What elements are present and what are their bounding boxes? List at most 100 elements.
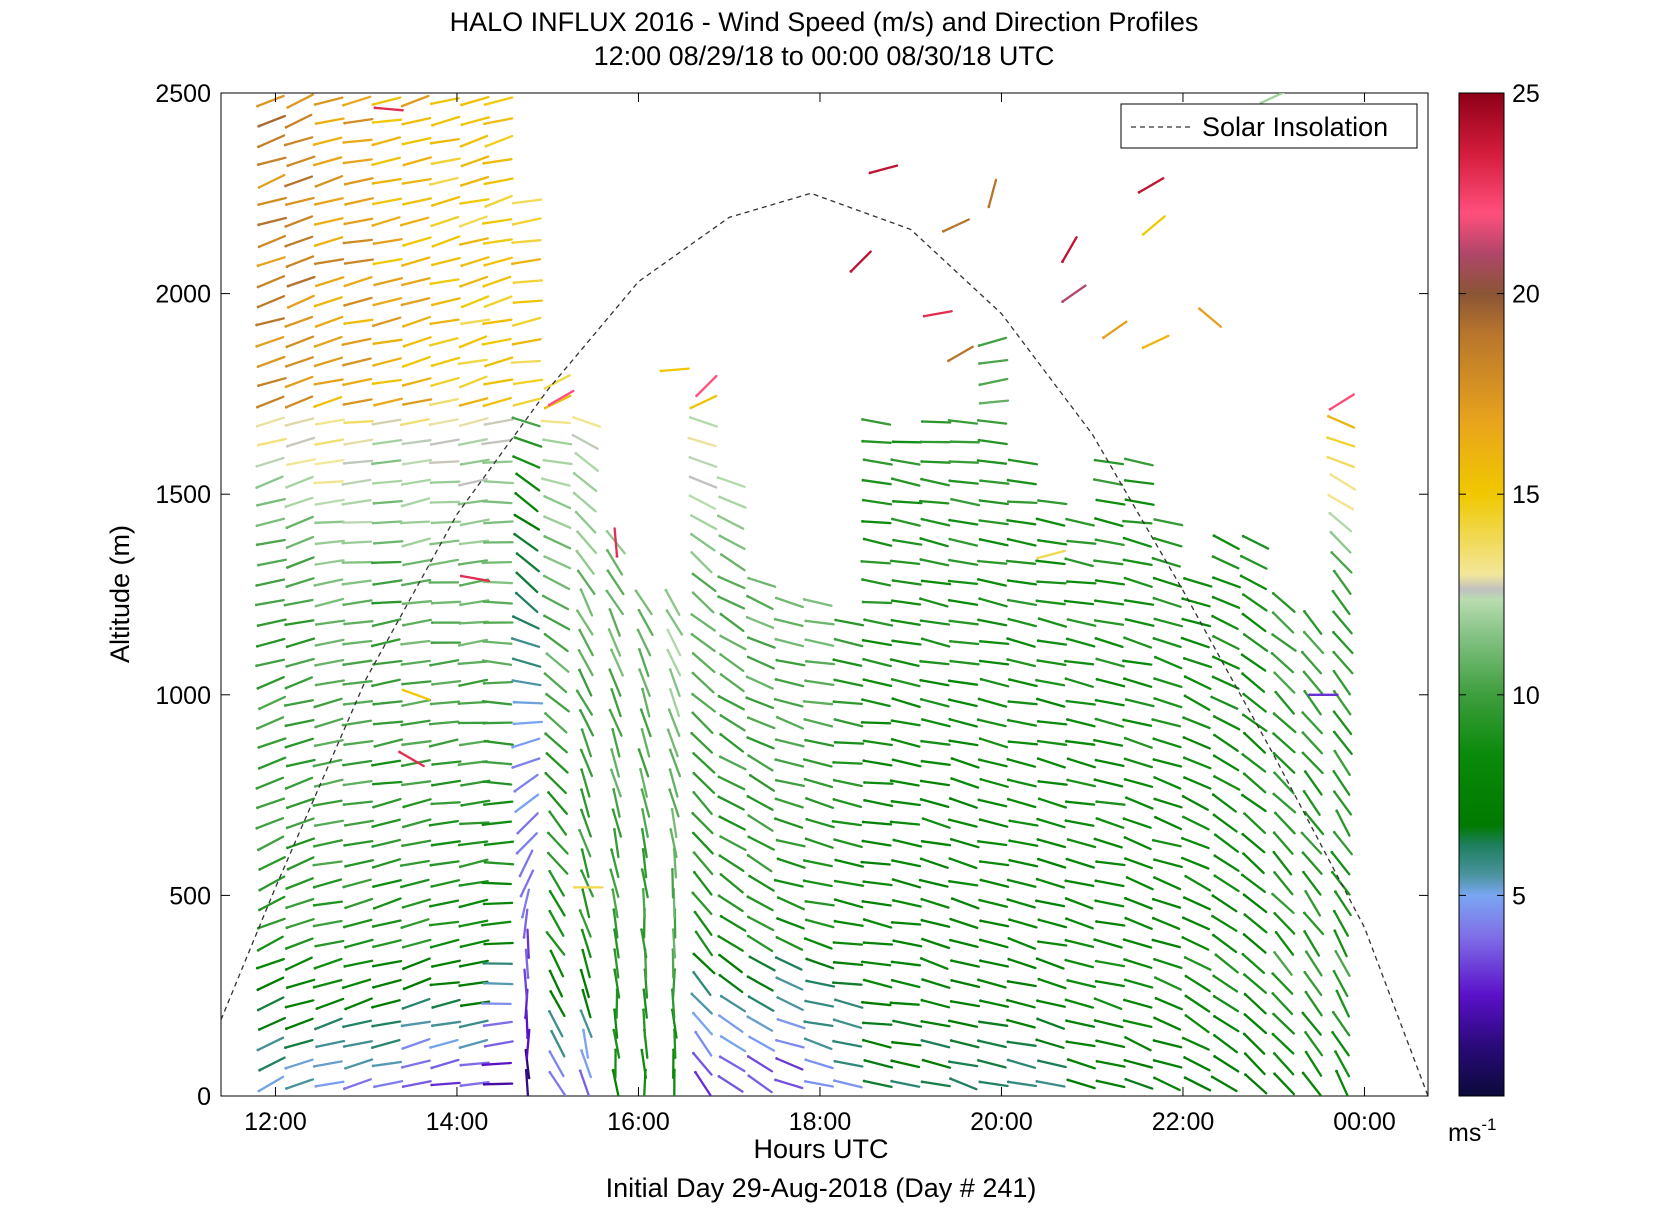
wind-barb-head [284,704,287,707]
wind-barb-head [401,683,404,686]
wind-barb-head [341,542,344,545]
wind-barb-head [342,663,345,666]
wind-barb-head [1064,879,1067,882]
wind-barb-head [747,716,750,719]
wind-barb-head [402,1085,405,1088]
wind-barb-head [892,878,895,881]
wind-barb-head [429,664,432,667]
wind-barb-head [1065,939,1068,942]
wind-barb-head [255,324,258,327]
wind-barb-head [1302,752,1305,755]
wind-barb-head [256,727,259,730]
wind-barb-head [1153,518,1156,521]
wind-barb-head [257,949,260,952]
wind-barb-head [343,462,346,465]
wind-barb-head [458,362,461,365]
wind-barb-head [513,301,516,304]
wind-barb-head [690,407,693,410]
wind-barb-head [774,1079,777,1082]
wind-barb-head [576,530,579,533]
wind-barb-head [689,456,692,459]
wind-barb-head [720,553,723,556]
wind-barb-head [1124,836,1127,839]
wind-barb-head [401,443,404,446]
wind-barb-head [402,384,405,387]
wind-barb-head [690,732,693,735]
wind-barb-head [371,561,374,564]
wind-barb-head [429,1046,432,1049]
wind-barb-head [1037,1059,1040,1062]
wind-barb-head [482,561,485,564]
wind-barb-head [431,304,434,307]
wind-barb-head [1037,639,1040,642]
wind-barb-head [373,404,376,407]
colorbar-tick-label: 10 [1512,682,1540,710]
wind-barb-head [1008,678,1011,681]
wind-barb-scattered-head [573,886,576,889]
wind-barb-head [1008,937,1011,940]
wind-barb-head [1242,714,1245,717]
wind-barb-head [863,799,866,802]
wind-barb-head [1183,577,1186,580]
wind-barb-head [861,418,864,421]
wind-barb-head [286,445,289,448]
wind-barb-head [862,658,865,661]
wind-barb-head [977,560,980,563]
wind-barb-head [1213,754,1216,757]
wind-barb-head [1037,940,1040,943]
wind-barb-head [543,575,546,578]
wind-barb-head [1123,938,1126,941]
wind-barb-head [343,403,346,406]
wind-barb-head [1327,415,1330,418]
wind-barb-scattered-head [1142,346,1145,349]
wind-barb-head [642,848,645,851]
wind-barb-head [921,718,924,721]
wind-barb-head [257,286,260,289]
wind-barb-head [460,1004,463,1007]
wind-barb-head [458,722,461,725]
wind-barb-head [862,499,865,502]
wind-barb-head [314,785,317,788]
wind-barb-head [862,880,865,883]
wind-barb-head [891,961,894,964]
y-tick-label: 1000 [155,682,211,710]
wind-barb-head [1006,560,1009,563]
wind-barb-head [400,224,403,227]
wind-barb-head [610,848,613,851]
wind-barb-head [1213,734,1216,737]
wind-barb-head [718,496,721,499]
wind-barb-head [285,906,288,909]
wind-barb-head [804,1058,807,1061]
wind-barb-head [606,549,609,552]
wind-barb-head [371,845,374,848]
wind-barb [345,421,373,423]
wind-barb-head [1275,931,1278,934]
wind-barb-head [430,885,433,888]
wind-barb-head [949,1077,952,1080]
wind-barb-head [286,846,289,849]
wind-barb-head [431,1006,434,1009]
wind-barb-head [949,797,952,800]
wind-barb-head [316,1007,319,1010]
wind-barb-head [1036,599,1039,602]
wind-barb-head [1064,600,1067,603]
wind-barb-head [459,202,462,205]
wind-barb-head [1007,778,1010,781]
wind-barb-head [978,758,981,761]
wind-barb-head [1241,672,1244,675]
wind-barb-head [342,561,345,564]
wind-barb-head [977,840,980,843]
wind-barb-head [1243,732,1246,735]
wind-barb-head [803,718,806,721]
wind-barb-head [285,585,288,588]
wind-barb-head [372,304,375,307]
wind-barb-head [512,615,515,618]
wind-barb [950,462,978,463]
wind-barb-head [285,787,288,790]
wind-barb-head [921,1039,924,1042]
wind-barb-head [343,443,346,446]
wind-barb-head [641,868,644,871]
wind-barb-head [429,564,432,567]
wind-barb-head [372,182,375,185]
colorbar-tick-label: 15 [1512,481,1540,509]
